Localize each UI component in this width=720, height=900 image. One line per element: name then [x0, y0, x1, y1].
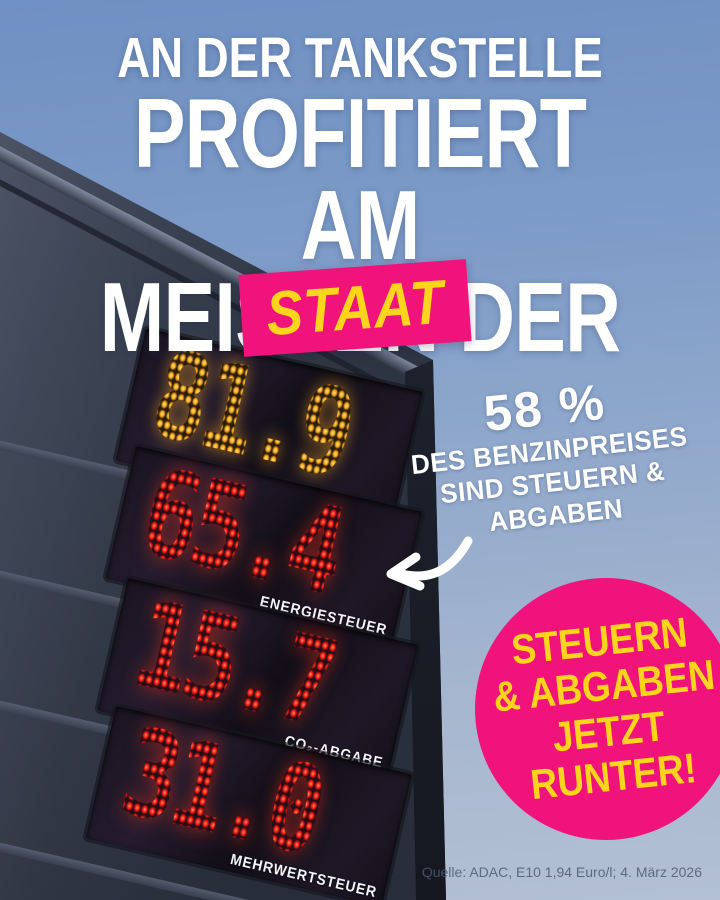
staat-highlight-box: STAAT	[238, 259, 472, 357]
staat-label: STAAT	[263, 267, 447, 349]
curved-arrow-icon	[386, 536, 473, 591]
source-note: Quelle: ADAC, E10 1,94 Euro/l; 4. März 2…	[421, 864, 702, 880]
demand-badge-text: STEUERN & ABGABEN JETZT RUNTER!	[471, 606, 720, 813]
tax-share-callout: 58 % DES BENZINPREISES SIND STEUERN & AB…	[393, 366, 707, 548]
demand-badge: STEUERN & ABGABEN JETZT RUNTER!	[475, 578, 720, 840]
headline: AN DER TANKSTELLE PROFITIERT AM MEISTEN …	[0, 26, 720, 367]
headline-line-1: AN DER TANKSTELLE	[117, 26, 603, 90]
headline-line-2: PROFITIERT AM	[133, 78, 587, 281]
